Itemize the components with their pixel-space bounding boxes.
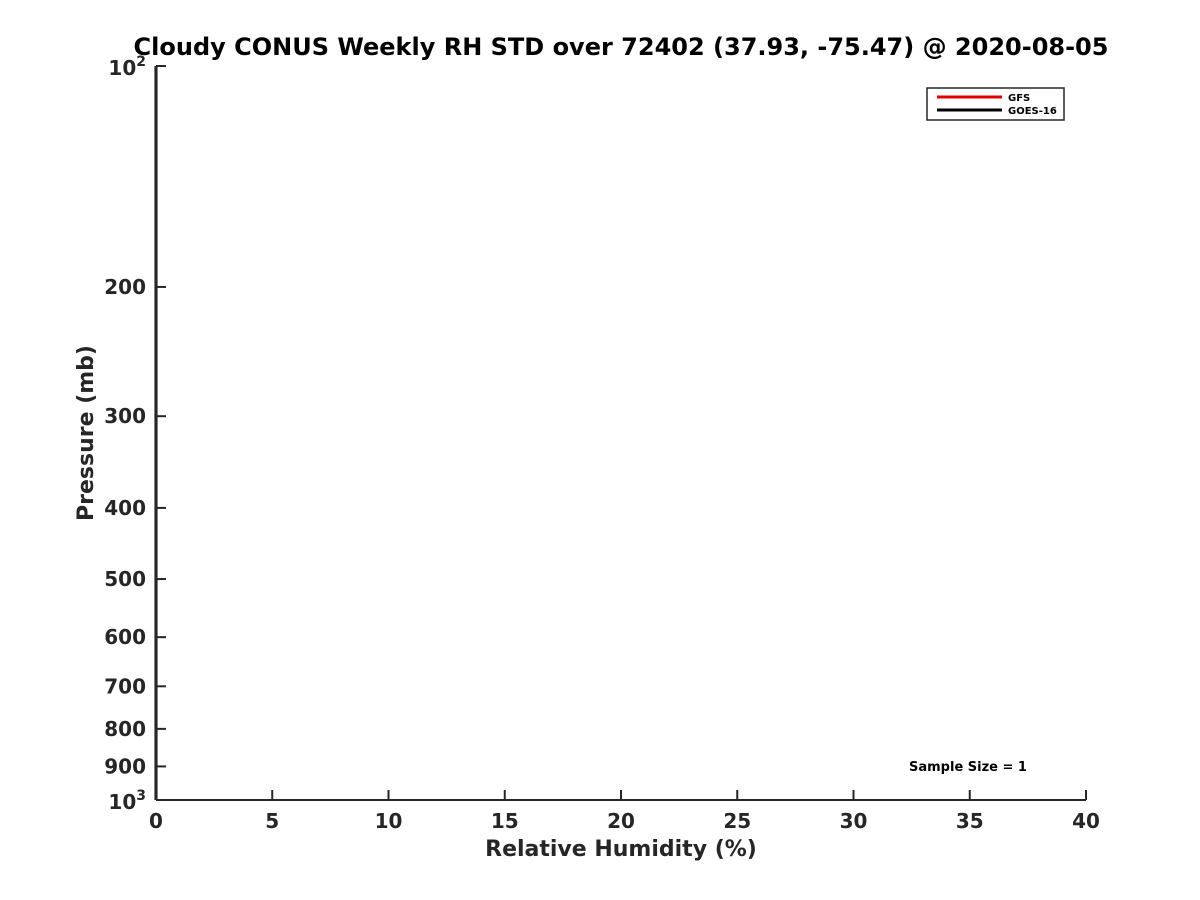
y-tick-label: 500 (104, 567, 146, 591)
x-tick-label: 15 (491, 809, 519, 833)
legend-label-gfs: GFS (1008, 93, 1030, 104)
legend-label-goes16: GOES-16 (1008, 106, 1057, 117)
y-tick-label: 200 (104, 275, 146, 299)
y-tick-label: 800 (104, 717, 146, 741)
legend-box (926, 87, 1065, 121)
y-axis-label: Pressure (mb) (74, 345, 99, 521)
x-ticks: 0 5 10 15 20 25 30 35 40 (149, 790, 1100, 833)
y-tick-base: 10 (108, 56, 136, 80)
y-tick-base: 10 (108, 790, 136, 814)
y-tick-label: 600 (104, 625, 146, 649)
y-tick-exponent: 2 (136, 54, 146, 70)
x-tick-label: 20 (607, 809, 635, 833)
x-tick-label: 10 (375, 809, 403, 833)
x-tick-label: 5 (265, 809, 279, 833)
x-axis-label: Relative Humidity (%) (485, 837, 757, 862)
sample-size-note: Sample Size = 1 (909, 760, 1027, 775)
x-tick-label: 0 (149, 809, 163, 833)
chart-title: Cloudy CONUS Weekly RH STD over 72402 (3… (134, 33, 1109, 61)
x-tick-label: 40 (1072, 809, 1100, 833)
x-tick-label: 35 (956, 809, 984, 833)
y-tick-label: 900 (104, 754, 146, 778)
y-tick-label-power: 103 (108, 788, 146, 814)
legend: GFS GOES-16 (926, 87, 1065, 121)
y-tick-label: 400 (104, 496, 146, 520)
y-tick-label: 700 (104, 674, 146, 698)
y-tick-label-power: 102 (108, 54, 146, 80)
x-tick-label: 25 (723, 809, 751, 833)
y-tick-exponent: 3 (136, 788, 146, 804)
y-tick-label: 300 (104, 404, 146, 428)
x-tick-label: 30 (840, 809, 868, 833)
